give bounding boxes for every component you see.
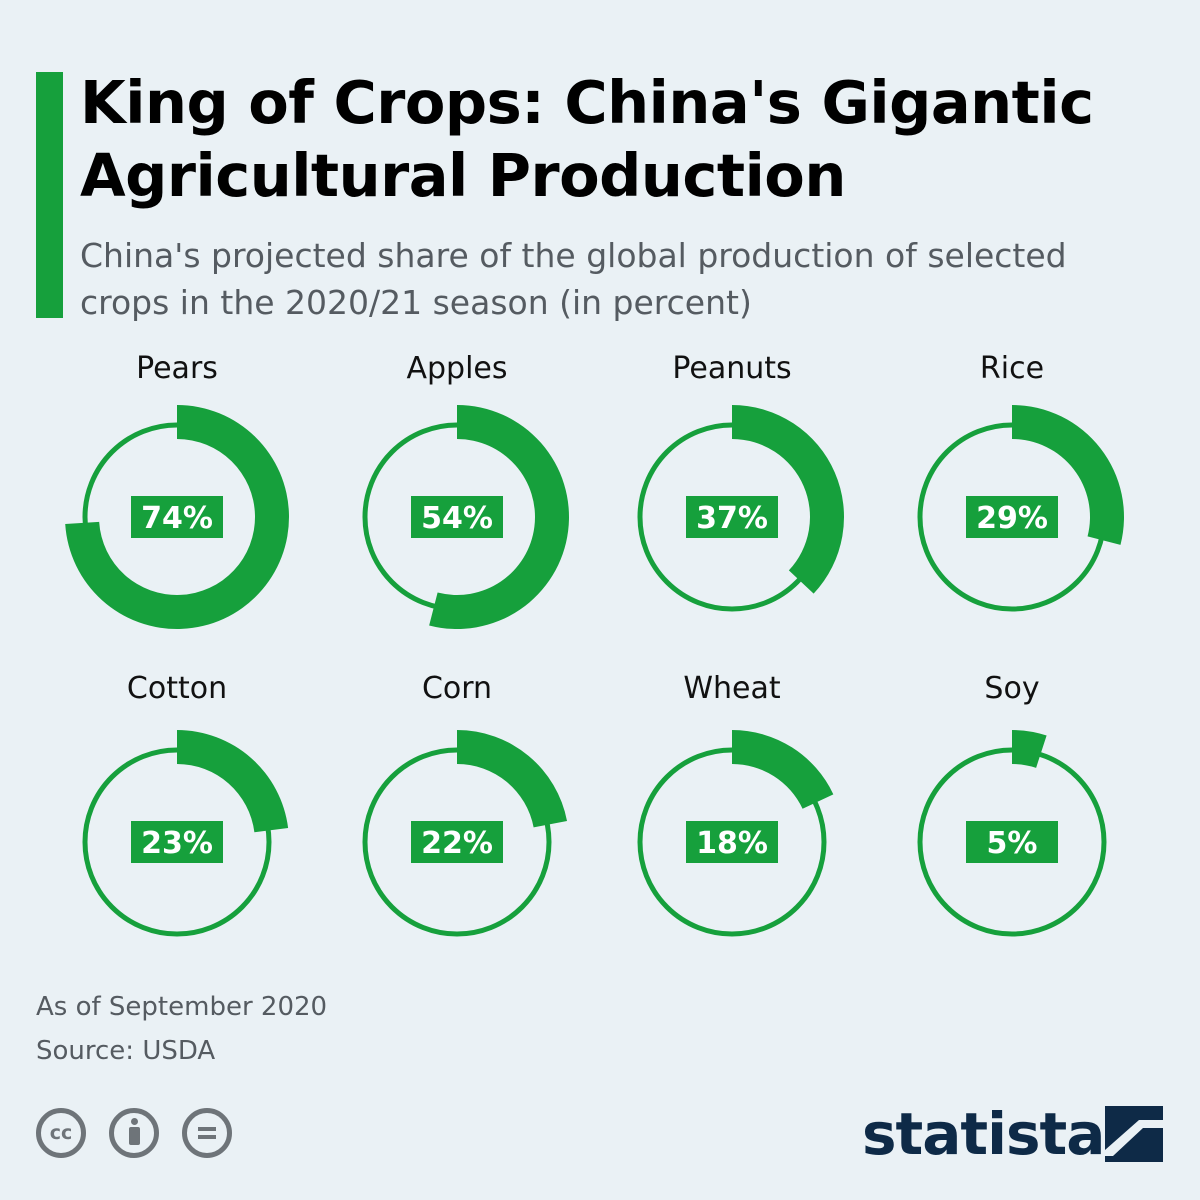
wheat-value-label: 18% [696,826,768,861]
corn-value-label: 22% [421,826,493,861]
chart-title: King of Crops: China's Gigantic Agricult… [80,68,1094,210]
corn-share-arc [457,730,568,828]
cc-icon[interactable]: cc [36,1108,86,1158]
apples-label: Apples [406,351,507,386]
cotton-value-box [131,821,223,863]
statista-logo-icon[interactable] [1105,1106,1163,1162]
rice-value-box [966,496,1058,538]
nd-icon-line-bottom [198,1135,216,1139]
wheat-value-box [686,821,778,863]
cotton-share-arc [177,730,289,833]
peanuts-share-arc [732,405,845,594]
chart-subtitle: China's projected share of the global pr… [80,236,1067,322]
peanuts-value-box [686,496,778,538]
soy-value-box [966,821,1058,863]
peanuts-value-label: 37% [696,501,768,536]
pears-share-arc [65,405,290,630]
rice-share-arc [1012,405,1124,545]
donut-chart-grid: Pears 74% Apples 54% Peanuts 37% Rice 29% Cotton… [65,351,1124,937]
rice-label: Rice [980,351,1044,386]
title-accent-bar [36,72,63,318]
by-icon-body [129,1127,140,1145]
apples-value-label: 54% [421,501,493,536]
soy-label: Soy [984,671,1039,706]
rice-value-label: 29% [976,501,1048,536]
apples-share-arc [429,405,569,629]
peanuts-label: Peanuts [672,351,791,386]
pears-label: Pears [136,351,218,386]
soy-value-label: 5% [987,826,1038,861]
corn-value-box [411,821,503,863]
pears-value-box [131,496,223,538]
nd-icon-line-top [198,1127,216,1131]
nd-icon[interactable] [182,1108,232,1158]
source-note: Source: USDA [36,1036,216,1066]
date-note: As of September 2020 [36,992,328,1022]
by-icon-head [131,1118,138,1125]
by-icon[interactable] [109,1108,159,1158]
cotton-label: Cotton [127,671,227,706]
apples-value-box [411,496,503,538]
wheat-label: Wheat [683,671,781,706]
corn-label: Corn [422,671,492,706]
wheat-share-arc [732,730,834,809]
pears-value-label: 74% [141,501,213,536]
cotton-value-label: 23% [141,826,213,861]
soy-share-arc [1012,730,1047,768]
statista-wordmark[interactable]: statista [862,1100,1105,1168]
